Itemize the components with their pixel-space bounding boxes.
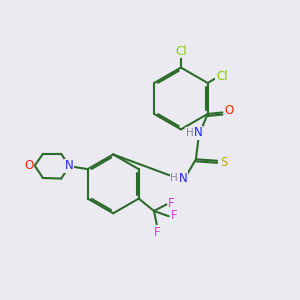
Text: F: F [154,226,161,239]
Text: O: O [224,104,233,118]
Text: N: N [194,126,202,139]
Text: F: F [168,197,175,210]
Text: H: H [186,128,193,138]
Text: H: H [170,173,178,183]
Text: F: F [171,209,177,222]
Text: Cl: Cl [216,70,228,83]
Text: N: N [64,159,73,172]
Text: Cl: Cl [175,45,187,58]
Text: S: S [220,156,227,169]
Text: N: N [178,172,187,184]
Text: O: O [24,158,33,172]
